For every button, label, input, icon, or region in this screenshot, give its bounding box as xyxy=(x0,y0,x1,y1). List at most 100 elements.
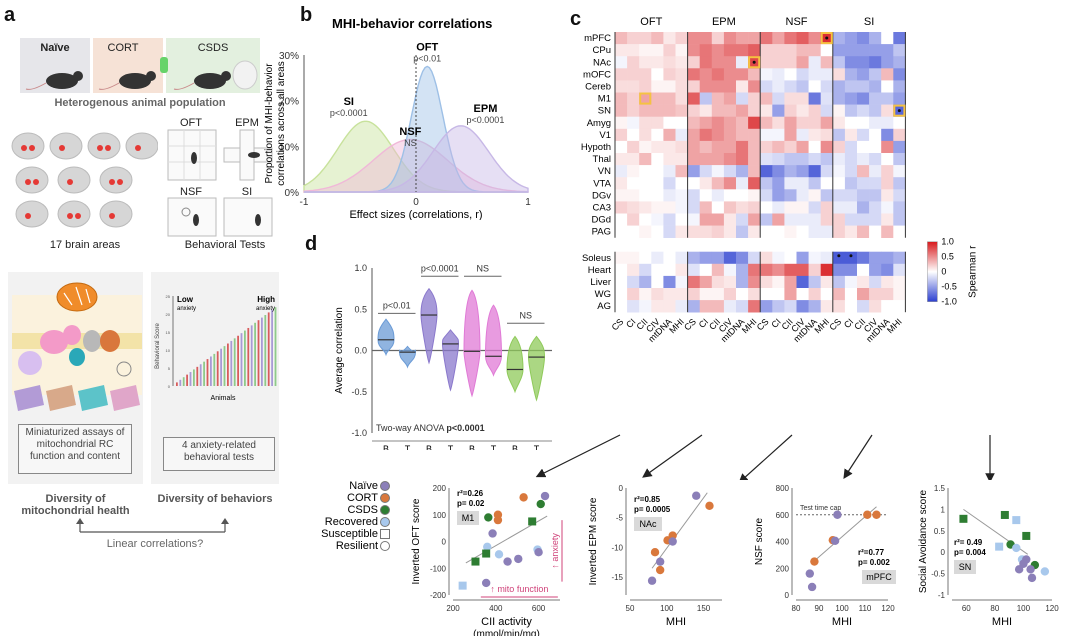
heatmap-cell xyxy=(796,300,809,313)
high-anxiety-sub: anxiety xyxy=(256,306,275,312)
data-point xyxy=(805,569,814,578)
heatmap-cell xyxy=(844,189,858,202)
colorbar-tick-label: -0.5 xyxy=(941,282,957,292)
brain-slice xyxy=(99,166,133,194)
heatmap-cell xyxy=(832,68,846,81)
x-tick-label: 200 xyxy=(446,604,460,613)
heatmap-cell xyxy=(772,104,785,117)
y-tick-label: -200 xyxy=(430,591,447,600)
y-tick-label: 0.5 xyxy=(934,527,946,536)
brain-area-dot xyxy=(135,145,141,151)
heatmap-cell xyxy=(675,44,688,57)
y-axis-label: Social Avoidance score xyxy=(918,489,929,593)
heatmap-cell xyxy=(760,165,773,178)
violin-chart: 1.0 0.5 0.0 -0.5 -1.0 Average correlation p<0.… xyxy=(334,263,552,450)
heatmap-cell xyxy=(615,288,628,301)
heatmap-cell xyxy=(808,288,821,301)
heatmap-cell xyxy=(857,68,870,81)
heatmap-cell xyxy=(796,140,809,154)
brain-slice xyxy=(57,166,91,194)
heatmap-cell xyxy=(832,128,846,142)
data-point xyxy=(493,515,503,525)
heatmap-cell xyxy=(687,251,700,265)
heatmap-cell xyxy=(627,177,640,190)
heatmap-cell xyxy=(784,92,797,105)
heatmap-cell xyxy=(687,153,700,166)
y-axis-label: Inverted OFT score xyxy=(411,498,422,584)
behavior-bar xyxy=(247,327,250,386)
heatmap-cell xyxy=(808,128,821,142)
heatmap-cell xyxy=(893,213,906,226)
data-point xyxy=(1012,543,1021,553)
heatmap-cell xyxy=(675,275,688,289)
heatmap-cell xyxy=(784,80,797,93)
heatmap-cell xyxy=(699,165,713,178)
heatmap-cell xyxy=(881,201,894,214)
heatmap-cell xyxy=(748,225,761,238)
heatmap-cell xyxy=(784,153,797,166)
heatmap-cell xyxy=(711,300,725,313)
y-tick-label: -0.5 xyxy=(931,570,945,579)
x-tick-label: 90 xyxy=(815,604,824,613)
heatmap-cell xyxy=(651,189,664,202)
heatmap-cell xyxy=(844,201,858,214)
area-badge-label: SN xyxy=(959,562,972,572)
heatmap-cell xyxy=(832,153,846,166)
curve-p-oft: p<0.01 xyxy=(413,53,441,63)
heatmap-cell xyxy=(736,288,749,301)
heatmap-cell xyxy=(687,177,700,190)
heatmap-cell xyxy=(844,213,858,226)
heatmap-cell xyxy=(639,189,652,202)
data-point xyxy=(458,581,467,590)
heatmap-cell xyxy=(808,201,821,214)
heatmap-cell xyxy=(723,201,737,214)
heatmap-col-label: CS xyxy=(610,317,626,333)
area-badge-label: NAc xyxy=(639,519,657,529)
heatmap-cell xyxy=(820,92,834,105)
heatmap-cell xyxy=(699,225,713,238)
heatmap-cell xyxy=(857,140,870,154)
data-point xyxy=(471,557,480,566)
heatmap-cell xyxy=(881,128,894,142)
curve-label-epm: EPM xyxy=(474,103,498,115)
y-tick-label: 30% xyxy=(279,51,299,62)
heatmap-highlight xyxy=(748,56,761,69)
y-tick-label: 5 xyxy=(168,366,171,371)
panel-c-letter: c xyxy=(570,8,582,30)
heatmap-cell xyxy=(869,189,882,202)
x-tick-label: 600 xyxy=(532,604,546,613)
heatmap-cell xyxy=(796,153,809,166)
heatmap-cell xyxy=(857,56,870,69)
heatmap-cell xyxy=(869,80,882,93)
brain-slices-illustration xyxy=(11,132,158,228)
heatmap-cell xyxy=(687,288,700,301)
behavior-bar xyxy=(233,338,236,386)
heatmap-row-label: CA3 xyxy=(593,203,611,214)
heatmap-cell xyxy=(651,213,664,226)
heatmap-cell xyxy=(832,213,846,226)
heatmap-cell xyxy=(832,300,846,313)
heatmap-cell xyxy=(699,275,713,289)
heatmap-cell xyxy=(881,116,894,130)
condition-label: T xyxy=(405,444,411,450)
heatmap-cell xyxy=(651,56,664,69)
heatmap-cell xyxy=(808,225,821,238)
heatmap-cell xyxy=(832,201,846,214)
test-label-nsf: NSF xyxy=(180,186,202,198)
heatmap-cell xyxy=(736,275,749,289)
data-point xyxy=(534,548,543,557)
heatmap-cell xyxy=(869,263,882,277)
heatmap-col-label: CS xyxy=(827,317,843,333)
heatmap-cell xyxy=(663,140,676,154)
heatmap-cell xyxy=(760,44,773,57)
heatmap-cell xyxy=(869,92,882,105)
heatmap-cell xyxy=(784,213,797,226)
heatmap-cell xyxy=(808,32,821,45)
data-point xyxy=(484,513,493,522)
heatmap-cell xyxy=(711,189,725,202)
legend-swatch xyxy=(380,493,390,503)
heatmap-cell xyxy=(711,128,725,142)
brain-area-dot xyxy=(75,213,81,219)
heatmap-cell xyxy=(857,300,870,313)
